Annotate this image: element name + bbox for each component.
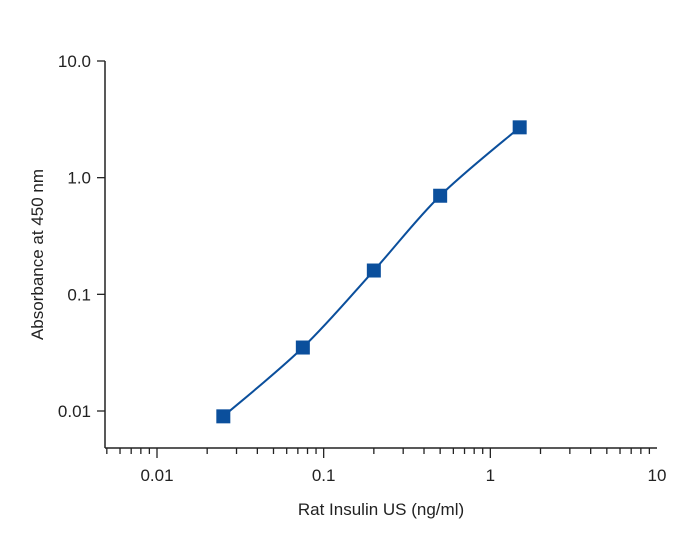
x-tick-label: 0.01: [140, 466, 173, 485]
y-tick-label: 1.0: [67, 169, 91, 188]
y-tick-label: 10.0: [58, 52, 91, 71]
marker-layer: [216, 120, 527, 424]
y-tick-label: 0.1: [67, 285, 91, 304]
data-point-marker: [366, 263, 381, 278]
data-point-marker: [512, 120, 527, 135]
axes: [104, 61, 657, 449]
data-point-marker: [295, 340, 310, 355]
y-tick-label: 0.01: [58, 402, 91, 421]
y-axis-title: Absorbance at 450 nm: [28, 169, 47, 340]
ticks: [97, 60, 651, 458]
x-tick-label: 10: [648, 466, 667, 485]
data-point-marker: [433, 188, 448, 203]
tick-labels: 0.01 0.1 1 10 0.01 0.1 1.0 10.0: [58, 52, 667, 485]
x-axis-title: Rat Insulin US (ng/ml): [298, 500, 464, 519]
x-tick-label: 1: [486, 466, 495, 485]
x-tick-label: 0.1: [312, 466, 336, 485]
data-point-marker: [216, 409, 231, 424]
